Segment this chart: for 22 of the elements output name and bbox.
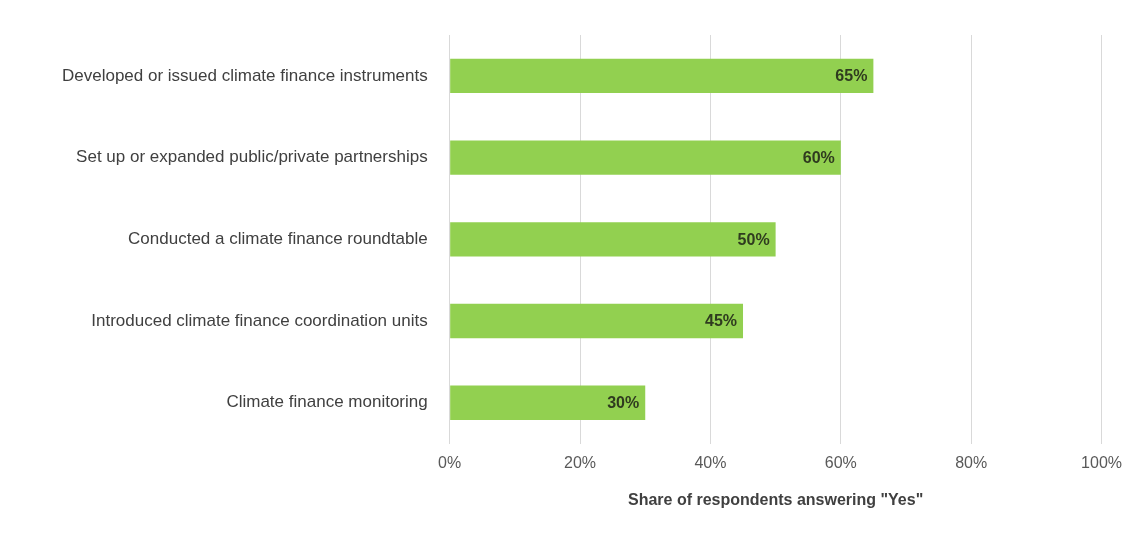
data-label: 60% xyxy=(802,148,835,166)
x-tick-label: 100% xyxy=(1081,453,1122,471)
bar xyxy=(450,58,874,94)
x-tick-label: 0% xyxy=(438,453,462,471)
x-tick-label: 20% xyxy=(564,453,597,471)
bar xyxy=(450,385,646,420)
y-tick-label: Introduced climate finance coordination units xyxy=(91,310,428,330)
y-tick-label: Conducted a climate finance roundtable xyxy=(128,228,428,248)
x-tick-label: 40% xyxy=(694,453,727,471)
bar xyxy=(450,303,744,339)
data-label: 50% xyxy=(737,230,770,248)
x-tick-label: 80% xyxy=(955,453,988,471)
y-tick-label: Developed or issued climate finance instruments xyxy=(62,65,428,85)
data-label: 30% xyxy=(607,394,640,412)
bar xyxy=(450,140,841,175)
data-label: 45% xyxy=(704,312,738,330)
data-label: 65% xyxy=(835,67,868,85)
y-tick-label: Climate finance monitoring xyxy=(226,392,428,412)
x-tick-label: 60% xyxy=(824,453,857,471)
y-tick-label: Set up or expanded public/private partnerships xyxy=(76,147,428,167)
x-axis-title: Share of respondents answering "Yes" xyxy=(627,490,924,508)
bar xyxy=(450,222,776,257)
